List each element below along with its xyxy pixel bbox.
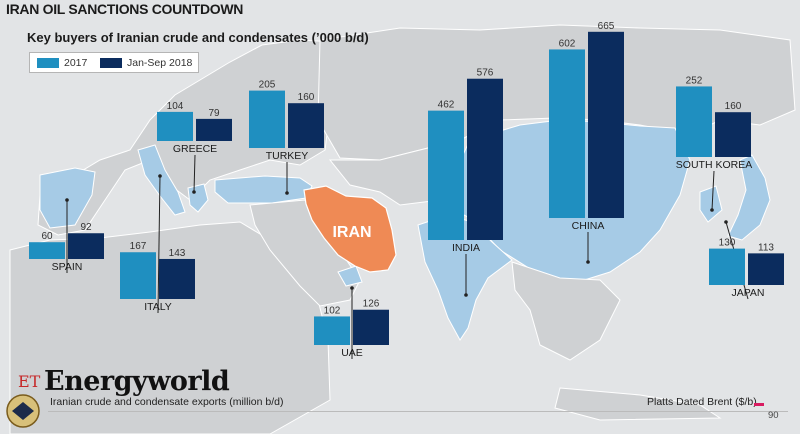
headline: IRAN OIL SANCTIONS COUNTDOWN [6, 1, 244, 17]
value-label-china-series-0: 602 [559, 38, 576, 49]
leader-dot-japan [724, 220, 728, 224]
bar-turkey-series-1 [288, 103, 324, 148]
legend-label-2017: 2017 [64, 57, 88, 69]
bar-italy-series-0 [120, 252, 156, 299]
spain-country [39, 167, 96, 229]
leader-line-greece [193, 154, 196, 193]
bar-spain-series-0 [29, 242, 65, 259]
leader-line-italy [157, 175, 161, 314]
value-label-uae-series-0: 102 [324, 305, 341, 316]
leader-dot-turkey [285, 191, 289, 195]
bar-greece-series-0 [157, 111, 193, 141]
category-label-uae: UAE [341, 347, 363, 359]
value-label-turkey-series-1: 160 [298, 92, 315, 103]
category-label-greece: GREECE [173, 143, 217, 155]
iran-label: IRAN [332, 224, 371, 241]
legend: 2017 Jan-Sep 2018 [29, 52, 199, 73]
bar-south-korea-series-0 [676, 86, 712, 157]
bar-spain-series-1 [68, 233, 104, 259]
footer-tick-label: 90 [768, 410, 779, 421]
value-label-india-series-0: 462 [438, 100, 455, 111]
indonesia-landmass [554, 387, 722, 421]
bar-japan-series-1 [748, 253, 784, 285]
bar-turkey-series-0 [249, 90, 285, 148]
legend-swatch-2018 [100, 58, 122, 68]
bar-china-series-1 [588, 31, 624, 218]
bar-india-series-0 [428, 110, 464, 240]
uae-country [337, 265, 363, 287]
brent-legend-swatch [754, 403, 764, 406]
value-label-india-series-1: 576 [477, 68, 494, 79]
bar-japan-series-0 [709, 248, 745, 285]
value-label-italy-series-0: 167 [130, 241, 147, 252]
bar-greece-series-1 [196, 118, 232, 141]
bar-india-series-1 [467, 78, 503, 240]
legend-swatch-2017 [37, 58, 59, 68]
leader-dot-south-korea [710, 208, 714, 212]
leader-dot-india [464, 293, 468, 297]
leader-dot-italy [158, 174, 162, 178]
value-label-south-korea-series-0: 252 [686, 75, 703, 86]
value-label-japan-series-1: 113 [758, 242, 774, 253]
value-label-greece-series-1: 79 [208, 108, 220, 119]
brand-logo: Energyworld [18, 366, 230, 397]
bar-italy-series-1 [159, 258, 195, 299]
value-label-spain-series-1: 92 [80, 222, 92, 233]
leader-dot-greece [192, 190, 196, 194]
category-label-china: CHINA [572, 220, 605, 232]
leader-dot-spain [65, 198, 69, 202]
chart-title: Key buyers of Iranian crude and condensa… [27, 30, 369, 45]
footer-left-label: Iranian crude and condensate exports (mi… [50, 396, 284, 408]
value-label-turkey-series-0: 205 [259, 80, 276, 91]
category-label-spain: SPAIN [52, 261, 83, 273]
bar-uae-series-1 [353, 309, 389, 345]
value-label-spain-series-0: 60 [41, 231, 53, 242]
legend-label-2018: Jan-Sep 2018 [127, 57, 193, 69]
southeast-asia-landmass [511, 261, 621, 361]
footer-right-label: Platts Dated Brent ($/b) [647, 396, 757, 408]
leader-dot-uae [350, 286, 354, 290]
value-label-greece-series-0: 104 [167, 101, 184, 112]
value-label-south-korea-series-1: 160 [725, 101, 742, 112]
bar-china-series-0 [549, 49, 585, 218]
value-label-china-series-1: 665 [598, 21, 615, 32]
bar-south-korea-series-1 [715, 112, 751, 157]
bar-uae-series-0 [314, 316, 350, 345]
category-label-turkey: TURKEY [266, 150, 309, 162]
value-label-uae-series-1: 126 [363, 299, 380, 310]
iran-country [303, 185, 397, 273]
category-label-japan: JAPAN [731, 287, 764, 299]
category-label-india: INDIA [452, 242, 480, 254]
value-label-italy-series-1: 143 [169, 248, 186, 259]
japan-country [727, 154, 771, 241]
italy-country [137, 144, 186, 216]
footer-divider [48, 411, 788, 412]
value-label-japan-series-0: 130 [719, 238, 736, 249]
seal-icon [6, 394, 40, 428]
leader-dot-china [586, 260, 590, 264]
category-label-italy: ITALY [144, 301, 172, 313]
category-label-south-korea: SOUTH KOREA [676, 159, 752, 171]
leader-line-south-korea [711, 170, 715, 211]
brand-name: Energyworld [44, 366, 230, 397]
brand-prefix: ET [18, 372, 41, 391]
